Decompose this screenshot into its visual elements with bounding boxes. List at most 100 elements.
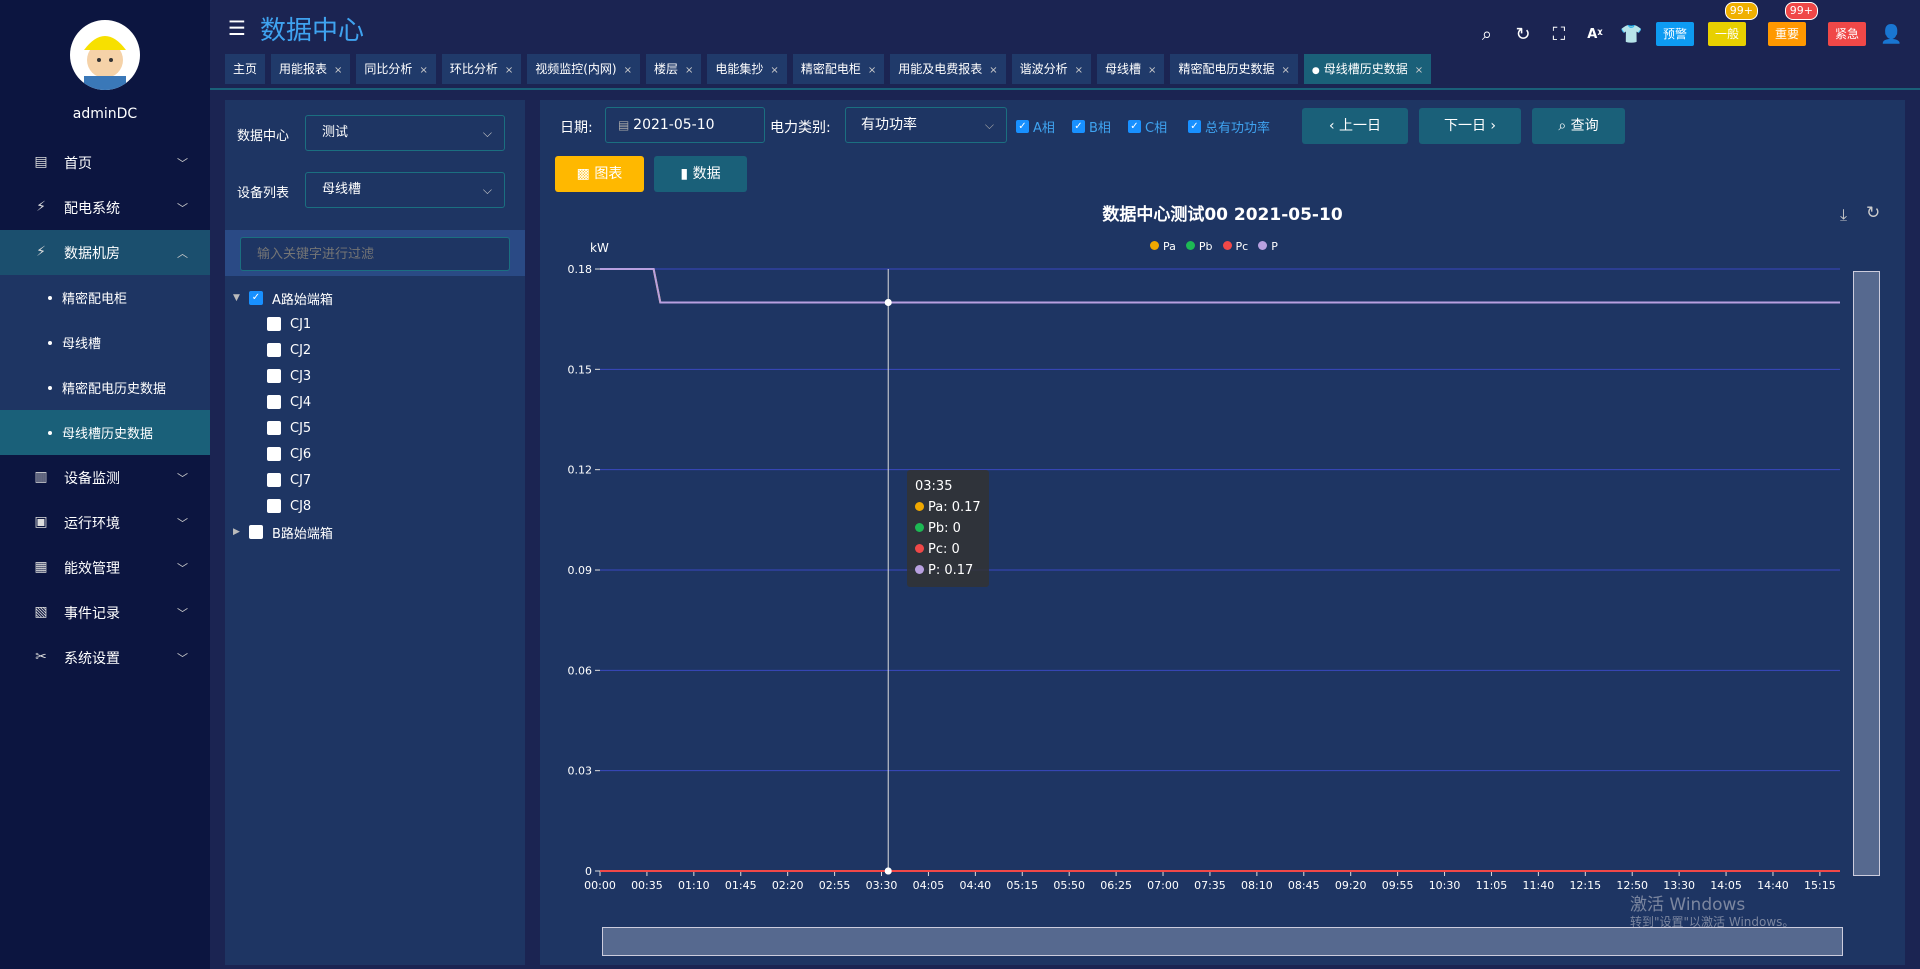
checkbox[interactable]: [249, 525, 263, 539]
sidebar-item[interactable]: ⚡ 配电系统 ﹀: [0, 185, 210, 230]
tree-node[interactable]: ▶ B路始端箱: [233, 522, 333, 542]
checkbox[interactable]: [267, 447, 281, 461]
tab[interactable]: 母线槽历史数据 ×: [1303, 54, 1432, 84]
checkbox[interactable]: ✓: [1072, 120, 1085, 133]
refresh-chart-icon[interactable]: ↻: [1866, 203, 1881, 223]
legend-item[interactable]: Pc: [1222, 240, 1248, 253]
alert-button[interactable]: 重要 99+: [1767, 2, 1818, 46]
user-icon[interactable]: 👤: [1880, 23, 1903, 45]
query-button[interactable]: ⌕ 查询: [1532, 108, 1625, 144]
sidebar-subitem[interactable]: 精密配电柜: [0, 275, 210, 320]
tree-leaf[interactable]: CJ5: [267, 418, 311, 438]
sidebar-item[interactable]: ✂ 系统设置 ﹀: [0, 635, 210, 680]
sidebar-subitem[interactable]: 精密配电历史数据: [0, 365, 210, 410]
legend-item[interactable]: Pb: [1185, 240, 1213, 253]
phase-checkbox[interactable]: ✓ C相: [1128, 117, 1167, 136]
sidebar-item[interactable]: ▤ 首页 ﹀: [0, 140, 210, 185]
menu-toggle-icon[interactable]: ☰: [228, 16, 246, 40]
next-day-button[interactable]: 下一日 ›: [1419, 108, 1521, 144]
filter-input[interactable]: [240, 237, 510, 271]
y-zoom-slider[interactable]: [1853, 271, 1880, 876]
close-icon[interactable]: ×: [1074, 65, 1084, 76]
close-icon[interactable]: ×: [334, 65, 343, 76]
tab[interactable]: 同比分析 ×: [356, 54, 436, 84]
x-zoom-slider[interactable]: [602, 927, 1843, 956]
tab[interactable]: 主页: [225, 54, 266, 84]
tab[interactable]: 精密配电历史数据 ×: [1170, 54, 1298, 84]
close-icon[interactable]: ×: [1148, 65, 1157, 76]
avatar[interactable]: [70, 20, 140, 90]
sidebar-subitem[interactable]: 母线槽历史数据: [0, 410, 210, 455]
alert-button[interactable]: 一般 99+: [1707, 2, 1758, 46]
close-icon[interactable]: ×: [685, 65, 694, 76]
tab[interactable]: 母线槽 ×: [1097, 54, 1165, 84]
tab[interactable]: 用能及电费报表 ×: [890, 54, 1006, 84]
tab[interactable]: 楼层 ×: [646, 54, 702, 84]
checkbox[interactable]: ✓: [249, 291, 263, 305]
close-icon[interactable]: ×: [504, 65, 514, 76]
close-icon[interactable]: ×: [770, 65, 779, 76]
search-icon[interactable]: ⌕: [1481, 23, 1492, 45]
checkbox[interactable]: [267, 395, 281, 409]
close-icon[interactable]: ×: [1281, 65, 1290, 76]
sidebar-subitem[interactable]: 母线槽: [0, 320, 210, 365]
phase-checkbox[interactable]: ✓ A相: [1016, 117, 1055, 136]
sidebar-item[interactable]: ▦ 能效管理 ﹀: [0, 545, 210, 590]
tree-leaf[interactable]: CJ8: [267, 496, 311, 516]
tree-leaf[interactable]: CJ3: [267, 366, 311, 386]
type-select[interactable]: 有功功率 ⌵: [845, 107, 1007, 143]
x-tick-label: 10:30: [1429, 879, 1461, 892]
phase-checkbox[interactable]: ✓ 总有功功率: [1188, 117, 1270, 136]
tree-leaf[interactable]: CJ4: [267, 392, 311, 412]
caret-down-icon[interactable]: ▼: [233, 293, 240, 303]
close-icon[interactable]: ×: [623, 65, 632, 76]
data-view-button[interactable]: ▮ 数据: [654, 156, 747, 192]
checkbox[interactable]: [267, 369, 281, 383]
checkbox[interactable]: ✓: [1016, 120, 1029, 133]
chart-view-button[interactable]: ▩ 图表: [555, 156, 644, 192]
checkbox[interactable]: [267, 343, 281, 357]
tree-leaf[interactable]: CJ2: [267, 340, 311, 360]
checkbox[interactable]: [267, 421, 281, 435]
phase-checkbox[interactable]: ✓ B相: [1072, 117, 1111, 136]
skin-icon[interactable]: 👕: [1619, 23, 1643, 45]
tab[interactable]: 环比分析 ×: [441, 54, 522, 84]
alert-button[interactable]: 预警: [1655, 22, 1694, 46]
sidebar-item[interactable]: ▥ 设备监测 ﹀: [0, 455, 210, 500]
caret-right-icon[interactable]: ▶: [233, 527, 240, 537]
sidebar-item[interactable]: ▣ 运行环境 ﹀: [0, 500, 210, 545]
checkbox[interactable]: [267, 317, 281, 331]
tree-leaf[interactable]: CJ6: [267, 444, 311, 464]
fullscreen-icon[interactable]: ⛶: [1552, 23, 1566, 45]
translate-icon[interactable]: Aᵡ: [1587, 26, 1603, 42]
close-icon[interactable]: ×: [1414, 65, 1424, 76]
checkbox[interactable]: ✓: [1128, 120, 1141, 133]
close-icon[interactable]: ×: [419, 65, 428, 76]
checkbox[interactable]: [267, 499, 281, 513]
close-icon[interactable]: ×: [867, 65, 877, 76]
x-tick-label: 12:15: [1569, 879, 1601, 892]
tab[interactable]: 谐波分析 ×: [1011, 54, 1092, 84]
download-icon[interactable]: ⤓: [1840, 205, 1848, 224]
search-icon: ⌕: [1558, 118, 1571, 134]
sidebar-item[interactable]: ⚡ 数据机房 ︿: [0, 230, 210, 275]
prev-day-button[interactable]: ‹ 上一日: [1302, 108, 1408, 144]
dc-select[interactable]: 测试 ⌵: [305, 115, 505, 151]
sidebar-item[interactable]: ▧ 事件记录 ﹀: [0, 590, 210, 635]
tree-leaf[interactable]: CJ1: [267, 314, 311, 334]
tab[interactable]: 用能报表 ×: [271, 54, 351, 84]
tab[interactable]: 视频监控(内网) ×: [527, 54, 640, 84]
tab[interactable]: 精密配电柜 ×: [792, 54, 885, 84]
tab[interactable]: 电能集抄 ×: [707, 54, 787, 84]
device-select[interactable]: 母线槽 ⌵: [305, 172, 505, 208]
legend-item[interactable]: P: [1258, 240, 1278, 253]
close-icon[interactable]: ×: [989, 65, 998, 76]
refresh-icon[interactable]: ↻: [1515, 23, 1531, 45]
checkbox[interactable]: ✓: [1188, 120, 1201, 133]
tree-leaf[interactable]: CJ7: [267, 470, 311, 490]
alert-button[interactable]: 紧急: [1827, 22, 1866, 46]
date-picker[interactable]: ▤ 2021-05-10: [605, 107, 765, 143]
checkbox[interactable]: [267, 473, 281, 487]
tree-node[interactable]: ▼ ✓ A路始端箱: [233, 288, 333, 308]
legend-item[interactable]: Pa: [1150, 240, 1176, 253]
